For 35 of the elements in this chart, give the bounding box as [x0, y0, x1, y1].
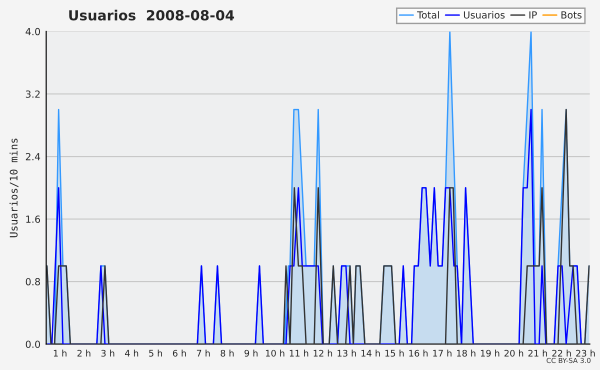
x-tick-label: 18 h — [457, 350, 476, 357]
legend-label: Bots — [561, 11, 582, 19]
y-tick-label: 0.8 — [26, 278, 40, 286]
x-tick-label: 3 h — [101, 350, 114, 357]
legend-label: Usuarios — [464, 11, 505, 19]
y-tick-label: 0.0 — [26, 340, 40, 348]
x-tick-label: 14 h — [361, 350, 380, 357]
x-tick-label: 8 h — [220, 350, 234, 357]
legend-label: IP — [529, 11, 537, 18]
y-tick-label: 3.2 — [26, 90, 40, 98]
x-tick-label: 23 h — [576, 350, 595, 357]
x-tick-label: 6 h — [172, 350, 186, 357]
x-tick-label: 9 h — [244, 350, 258, 357]
y-tick-label: 4.0 — [26, 28, 40, 36]
y-tick-label: 2.4 — [26, 152, 40, 160]
x-tick-label: 11 h — [290, 350, 308, 357]
x-tick-label: 4 h — [124, 350, 138, 357]
legend-label: Total — [417, 11, 439, 19]
x-tick-label: 10 h — [266, 350, 284, 357]
x-tick-label: 19 h — [480, 350, 500, 357]
x-tick-label: 7 h — [196, 350, 210, 357]
chart-title: Usuarios 2008-08-04 — [69, 10, 234, 21]
x-tick-label: 17 h — [433, 350, 452, 357]
x-tick-label: 2 h — [77, 350, 90, 357]
x-tick-label: 15 h — [385, 350, 404, 357]
y-tick-label: 1.6 — [26, 216, 40, 223]
x-tick-label: 13 h — [338, 350, 356, 357]
y-axis-title: Usuarios/10 mins — [10, 138, 18, 238]
x-tick-label: 16 h — [409, 350, 428, 357]
x-tick-label: 21 h — [528, 350, 548, 357]
x-tick-label: 1 h — [54, 350, 66, 357]
x-tick-label: 5 h — [149, 350, 162, 357]
x-tick-label: 12 h — [314, 350, 332, 357]
x-tick-label: 20 h — [504, 350, 524, 357]
x-tick-label: 22 h — [552, 350, 571, 357]
